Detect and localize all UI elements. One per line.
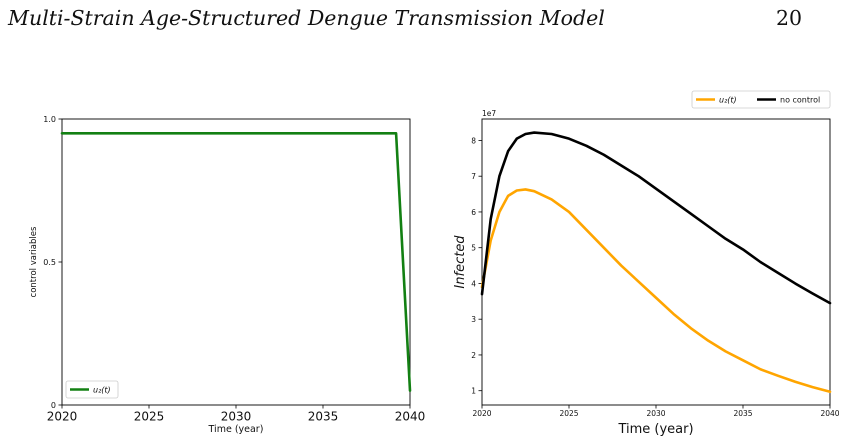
series-line-u2 xyxy=(60,132,412,393)
x-tick-label: 2040 xyxy=(820,409,839,418)
x-tick-label: 2020 xyxy=(472,409,491,418)
right-lines xyxy=(480,131,832,394)
y-tick-label: 1 xyxy=(471,387,476,396)
series-line-u2 xyxy=(480,188,832,394)
left-legend-label-u2: u₂(t) xyxy=(93,386,111,395)
right-x-axis-label: Time (year) xyxy=(617,422,693,437)
right-y-scale-label: 1e7 xyxy=(482,109,496,118)
x-tick-label: 2040 xyxy=(395,410,426,424)
page-number: 20 xyxy=(776,6,803,30)
chart-right: 2020 2025 2030 2035 2040 1 2 3 4 5 6 7 8 1e7 Time (y… xyxy=(453,90,840,437)
x-tick-label: 2030 xyxy=(646,409,665,418)
left-y-axis-label: control variables xyxy=(29,226,39,297)
x-tick-label: 2025 xyxy=(134,410,165,424)
x-tick-label: 2035 xyxy=(733,409,752,418)
left-lines xyxy=(60,132,412,393)
y-tick-label: 5 xyxy=(471,244,476,253)
page-header: Multi-Strain Age-Structured Dengue Trans… xyxy=(0,0,846,40)
y-tick-label: 2 xyxy=(471,351,476,360)
x-tick-label: 2025 xyxy=(559,409,578,418)
right-legend-label-u2: u₂(t) xyxy=(719,96,737,105)
y-tick-label: 3 xyxy=(471,315,476,324)
left-legend: u₂(t) xyxy=(65,380,119,399)
running-title: Multi-Strain Age-Structured Dengue Trans… xyxy=(8,6,605,30)
right-y-axis-label: Infected xyxy=(453,235,468,289)
series-line-no-control xyxy=(480,131,832,305)
left-x-axis-label: Time (year) xyxy=(208,424,264,435)
y-tick-label: 4 xyxy=(471,279,476,288)
right-legend-label-no-control: no control xyxy=(780,96,820,105)
y-tick-label: 1.0 xyxy=(43,115,56,124)
y-tick-label: 0.5 xyxy=(43,258,56,267)
left-legend-box xyxy=(65,380,119,399)
y-tick-label: 0 xyxy=(51,401,56,410)
right-legend: u₂(t) no control xyxy=(691,90,831,109)
right-ticks: 2020 2025 2030 2035 2040 1 2 3 4 5 6 7 8 xyxy=(471,136,840,418)
x-tick-label: 2030 xyxy=(221,410,252,424)
left-ticks: 2020 2025 2030 2035 2040 0 0.5 1.0 xyxy=(43,115,425,424)
x-tick-label: 2020 xyxy=(47,410,78,424)
plot-area-right xyxy=(481,118,831,406)
y-tick-label: 8 xyxy=(471,136,476,145)
x-tick-label: 2035 xyxy=(308,410,339,424)
y-tick-label: 7 xyxy=(471,172,476,181)
plot-area-left xyxy=(61,118,411,406)
y-tick-label: 6 xyxy=(471,208,476,217)
